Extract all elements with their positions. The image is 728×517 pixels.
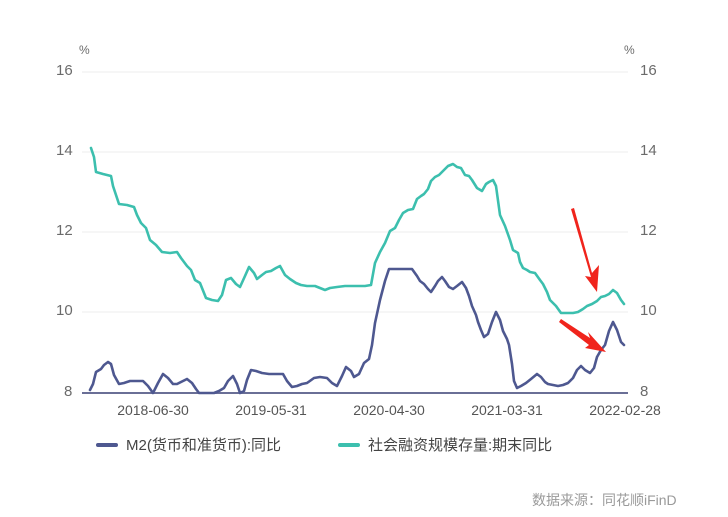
right-axis-unit: %: [624, 43, 635, 57]
y-tick-right: 12: [640, 222, 657, 239]
arrow-m2: [559, 319, 606, 352]
x-tick: 2022-02-28: [589, 402, 661, 418]
legend-label-m2: M2(货币和准货币):同比: [126, 437, 281, 454]
y-tick-left: 16: [56, 62, 73, 79]
x-tick: 2020-04-30: [353, 402, 425, 418]
y-tick-left: 12: [56, 222, 73, 239]
arrow-tsf: [571, 208, 599, 292]
legend-swatch-tsf: [338, 442, 360, 447]
left-axis-unit: %: [79, 43, 90, 57]
x-tick: 2021-03-31: [471, 402, 543, 418]
y-tick-left: 10: [56, 302, 73, 319]
y-tick-right: 8: [640, 383, 649, 400]
y-tick-right: 14: [640, 142, 657, 159]
legend-item-tsf[interactable]: 社会融资规模存量:期末同比: [338, 434, 552, 455]
y-tick-right: 16: [640, 62, 657, 79]
legend-swatch-m2: [96, 442, 118, 447]
series-line-m2: [88, 267, 626, 395]
annotation-arrows: [559, 208, 606, 352]
y-tick-right: 10: [640, 302, 657, 319]
series-line-tsf: [89, 146, 626, 315]
gridlines: [82, 71, 628, 313]
legend-label-tsf: 社会融资规模存量:期末同比: [368, 437, 553, 454]
y-tick-left: 14: [56, 142, 73, 159]
legend-item-m2[interactable]: M2(货币和准货币):同比: [96, 434, 281, 455]
data-source: 数据来源：同花顺iFinD: [532, 492, 677, 508]
x-tick: 2018-06-30: [117, 402, 189, 418]
x-tick: 2019-05-31: [235, 402, 307, 418]
y-tick-left: 8: [64, 383, 73, 400]
